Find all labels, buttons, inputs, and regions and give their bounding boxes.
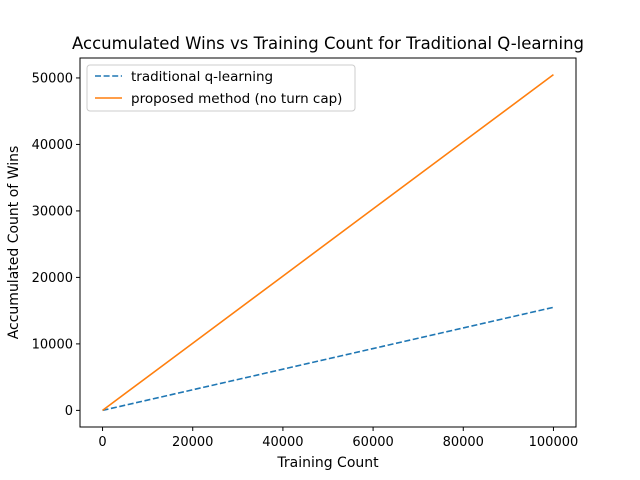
legend-entries: traditional q-learning proposed method (n… [95,69,342,107]
legend: traditional q-learning proposed method (n… [86,64,356,112]
x-tick-label: 60000 [352,435,393,450]
series-group [102,73,554,412]
x-tick-label: 40000 [262,435,303,450]
x-tick-label: 20000 [172,435,213,450]
series-line-2 [102,73,554,412]
y-axis-ticks: 0 10000 20000 30000 40000 50000 [32,71,80,419]
y-tick-label: 40000 [32,138,73,153]
x-axis-label: Training Count [276,455,379,471]
y-tick-label: 50000 [32,71,73,86]
plot-area [79,57,577,428]
x-tick-label: 80000 [443,435,484,450]
y-axis-label: Accumulated Count of Wins [6,146,22,340]
x-axis-ticks: 0 20000 40000 60000 80000 100000 [98,427,578,450]
y-tick-label: 0 [65,404,73,419]
legend-label: proposed method (no turn cap) [131,91,342,107]
x-tick-label: 100000 [529,435,579,450]
y-tick-label: 10000 [32,337,73,352]
y-tick-label: 20000 [32,271,73,286]
legend-box [86,64,356,112]
chart-title: Accumulated Wins vs Training Count for T… [72,34,584,53]
legend-label: traditional q-learning [131,69,273,85]
y-tick-label: 30000 [32,204,73,219]
plot-frame [79,57,577,428]
x-tick-label: 0 [98,435,106,450]
